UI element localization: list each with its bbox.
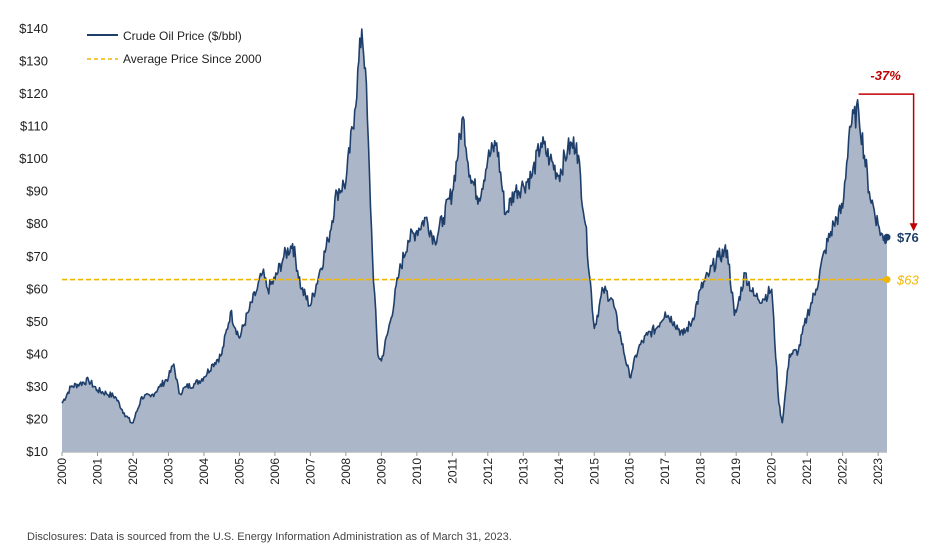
y-tick-label: $110 [20, 119, 48, 134]
y-tick-label: $80 [26, 216, 48, 231]
y-tick-label: $30 [26, 379, 48, 394]
average-price-label: $63 [896, 273, 919, 288]
y-tick-label: $130 [19, 54, 48, 69]
x-tick-label: 2023 [871, 458, 885, 485]
current-price-label: $76 [897, 230, 919, 245]
y-tick-label: $50 [26, 314, 48, 329]
legend-label-average: Average Price Since 2000 [123, 52, 262, 66]
x-tick-label: 2014 [552, 458, 566, 485]
series-line-crude-oil [61, 28, 888, 424]
x-tick-label: 2005 [232, 458, 246, 485]
legend: Crude Oil Price ($/bbl) Average Price Si… [87, 29, 262, 66]
legend-label-oil: Crude Oil Price ($/bbl) [123, 29, 242, 43]
y-tick-label: $20 [26, 411, 48, 426]
x-tick-label: 2016 [623, 458, 637, 485]
x-axis: 2000 2001 2002 2003 2004 2005 2006 2007 2008 2009… [55, 451, 887, 485]
series-area-crude-oil [62, 29, 887, 452]
x-tick-label: 2009 [374, 458, 388, 485]
y-tick-label: $40 [26, 346, 48, 361]
x-tick-label: 2019 [729, 458, 743, 485]
x-tick-label: 2015 [587, 458, 601, 485]
y-tick-label: $100 [19, 151, 48, 166]
x-tick-label: 2022 [836, 458, 850, 485]
x-tick-label: 2020 [765, 458, 779, 485]
average-price-marker [883, 276, 891, 284]
y-axis: $10 $20 $30 $40 $50 $60 $70 $80 $90 $100 $110 $120 $… [19, 21, 48, 459]
decline-arrow-head [909, 223, 918, 232]
x-tick-label: 2008 [339, 458, 353, 485]
x-tick-label: 2000 [55, 458, 69, 485]
x-tick-label: 2010 [410, 458, 424, 485]
y-tick-label: $10 [26, 444, 48, 459]
x-tick-label: 2021 [800, 458, 814, 485]
x-tick-label: 2018 [694, 458, 708, 485]
x-tick-label: 2001 [90, 458, 104, 485]
x-tick-label: 2007 [303, 458, 317, 485]
y-tick-label: $60 [26, 281, 48, 296]
y-tick-label: $70 [26, 249, 48, 264]
x-tick-label: 2011 [445, 458, 459, 484]
y-tick-label: $140 [19, 21, 48, 36]
x-tick-label: 2013 [516, 458, 530, 485]
y-tick-label: $120 [19, 86, 48, 101]
x-tick-label: 2003 [161, 458, 175, 485]
decline-arrow-line [858, 93, 915, 226]
decline-percent-label: -37% [870, 68, 901, 83]
x-tick-label: 2012 [481, 458, 495, 485]
current-price-marker [883, 233, 891, 241]
annotations: -37% $76 [858, 68, 919, 245]
x-tick-label: 2004 [197, 458, 211, 485]
plot-area: $63 [61, 28, 919, 452]
disclosure-note: Disclosures: Data is sourced from the U.… [27, 531, 512, 543]
x-tick-label: 2017 [658, 458, 672, 485]
y-tick-label: $90 [26, 184, 48, 199]
x-tick-label: 2002 [126, 458, 140, 485]
x-tick-label: 2006 [268, 458, 282, 485]
